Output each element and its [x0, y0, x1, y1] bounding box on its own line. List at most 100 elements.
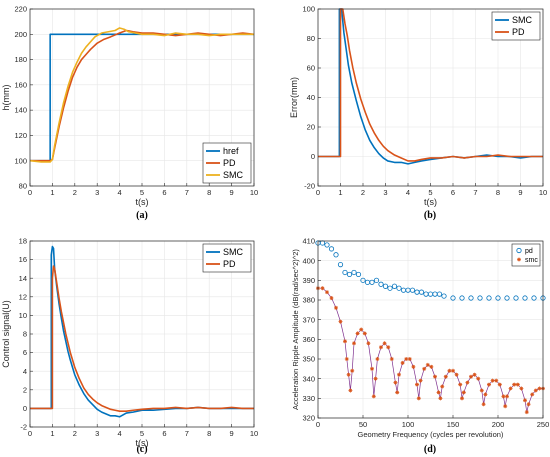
data-point-pd	[531, 295, 537, 301]
y-tick-label: 200	[14, 30, 27, 39]
data-point-pd	[418, 289, 425, 295]
data-point-smc	[460, 396, 464, 401]
x-tick-label: 1	[338, 188, 342, 197]
data-point-smc	[375, 357, 380, 361]
chart-panel-b: 0 1 2 3 4 5 6 7 8 9 10-20020406080100t(s)Error(mm)…	[289, 5, 547, 221]
data-point-pd	[486, 295, 492, 301]
data-point-smc	[346, 372, 351, 377]
data-point-smc	[497, 382, 502, 387]
x-tick-label: 9	[230, 429, 234, 438]
data-point-smc	[461, 390, 466, 395]
data-point-pd	[324, 242, 330, 248]
data-point-smc	[397, 372, 401, 377]
data-point-smc	[533, 388, 538, 393]
y-tick-label: -20	[304, 182, 315, 191]
x-tick-label: 2	[361, 188, 365, 197]
data-point-smc	[501, 394, 506, 399]
x-axis-label: t(s)	[424, 197, 437, 207]
data-point-smc	[386, 345, 391, 350]
y-tick-label: 100	[14, 156, 27, 165]
x-tick-label: 3	[95, 429, 99, 438]
x-tick-label: 200	[492, 420, 505, 429]
x-axis-label: t(s)	[136, 197, 149, 207]
x-tick-label: 50	[359, 420, 367, 429]
data-point-pd	[355, 271, 362, 278]
data-point-pd	[360, 277, 366, 283]
legend-label-href: href	[223, 146, 239, 156]
y-axis-label: h(mm)	[1, 85, 11, 111]
x-tick-label: 3	[95, 188, 99, 197]
x-tick-label: 6	[451, 188, 455, 197]
data-point-smc	[320, 286, 325, 291]
data-point-smc	[329, 296, 334, 301]
data-point-smc	[530, 392, 535, 397]
legend-box	[491, 11, 541, 41]
series-line-SMC	[29, 27, 254, 163]
y-tick-label: 390	[302, 276, 315, 285]
x-tick-label: 2	[73, 429, 77, 438]
y-tick-label: 380	[302, 296, 315, 305]
data-point-smc	[370, 366, 374, 371]
data-point-pd	[504, 295, 510, 301]
y-tick-label: 40	[307, 93, 315, 102]
y-tick-label: 0	[23, 404, 27, 413]
data-point-pd	[468, 295, 474, 301]
data-point-smc	[352, 341, 356, 346]
y-tick-label: 100	[302, 5, 315, 14]
data-point-smc	[508, 386, 513, 391]
x-tick-label: 0	[28, 429, 32, 438]
data-point-smc	[407, 357, 412, 361]
y-tick-label: 120	[14, 131, 27, 140]
legend-label-smc: smc	[525, 257, 538, 264]
data-point-pd	[495, 295, 501, 301]
data-point-smc	[411, 364, 416, 369]
series-line-PD	[30, 265, 254, 412]
data-point-smc	[447, 368, 452, 373]
data-point-smc	[389, 357, 394, 361]
x-tick-label: 9	[230, 188, 234, 197]
y-tick-label: 360	[302, 335, 315, 344]
y-tick-label: 18	[19, 237, 27, 246]
y-tick-label: 8	[23, 330, 27, 339]
data-point-smc	[469, 374, 473, 379]
x-tick-label: 150	[447, 420, 460, 429]
data-point-smc	[355, 331, 360, 336]
y-tick-label: 12	[19, 292, 27, 301]
x-tick-label: 5	[428, 188, 432, 197]
y-tick-label: 80	[19, 182, 27, 191]
y-tick-label: 180	[14, 55, 27, 64]
x-tick-label: 6	[162, 188, 166, 197]
data-point-pd	[328, 246, 335, 252]
data-point-smc	[433, 374, 437, 379]
panel-caption: (d)	[424, 444, 436, 455]
legend-label-pd: pd	[525, 248, 533, 255]
y-tick-label: 160	[14, 80, 27, 89]
data-point-smc	[395, 390, 400, 395]
x-tick-label: 4	[406, 188, 410, 197]
data-point-smc	[334, 305, 338, 310]
x-tick-label: 5	[140, 188, 144, 197]
data-point-smc	[416, 396, 421, 401]
data-point-pd	[333, 252, 339, 258]
data-point-smc	[503, 404, 508, 409]
x-tick-label: 9	[518, 188, 522, 197]
data-point-pd	[409, 287, 416, 293]
x-tick-label: 7	[473, 188, 477, 197]
y-tick-label: 4	[23, 367, 27, 376]
panel-caption: (a)	[136, 210, 148, 221]
data-point-pd	[382, 283, 389, 289]
x-tick-label: 6	[162, 429, 166, 438]
data-point-smc	[490, 378, 495, 383]
data-point-smc	[344, 357, 349, 361]
y-tick-label: 16	[19, 255, 27, 264]
data-point-smc	[438, 396, 443, 401]
data-point-pd	[387, 285, 393, 291]
data-point-smc	[404, 357, 409, 361]
data-point-smc	[440, 384, 445, 389]
data-point-smc	[382, 341, 387, 346]
x-tick-label: 2	[73, 188, 77, 197]
data-point-smc	[515, 382, 520, 387]
legend-marker-pd	[516, 247, 522, 254]
data-point-smc	[494, 378, 499, 383]
legend-label-PD: PD	[223, 158, 236, 168]
